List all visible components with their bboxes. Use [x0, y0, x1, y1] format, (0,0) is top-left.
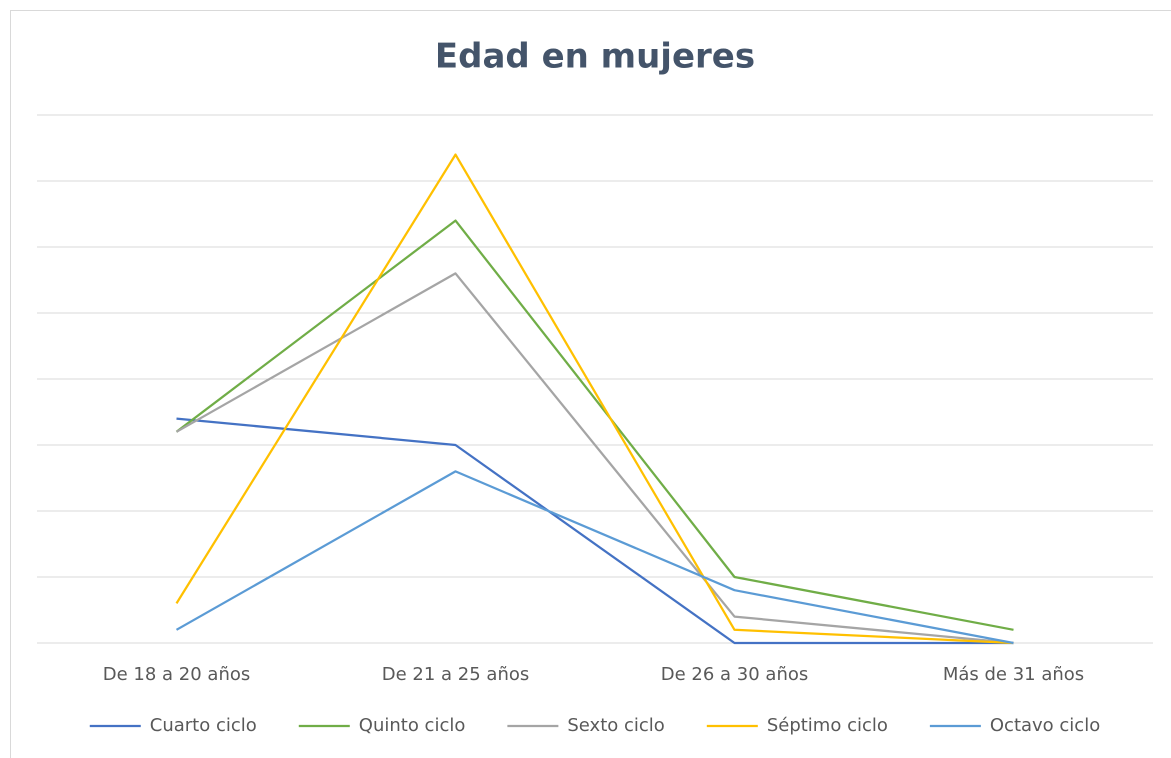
legend-label: Quinto ciclo: [359, 715, 466, 736]
line-series: [175, 470, 1014, 645]
legend-label: Octavo ciclo: [990, 715, 1100, 736]
x-tick-label: Más de 31 años: [943, 664, 1084, 685]
legend-label: Sexto ciclo: [567, 715, 664, 736]
legend-label: Séptimo ciclo: [767, 715, 888, 736]
x-tick-label: De 26 a 30 años: [661, 664, 809, 685]
legend-label: Cuarto ciclo: [150, 715, 257, 736]
x-tick-label: De 18 a 20 años: [103, 664, 251, 685]
line-series: [175, 272, 1014, 645]
line-series: [175, 153, 1014, 645]
x-tick-label: De 21 a 25 años: [382, 664, 530, 685]
line-series: [175, 219, 1014, 631]
chart-title: Edad en mujeres: [435, 37, 755, 77]
line-series: [176, 417, 1014, 645]
